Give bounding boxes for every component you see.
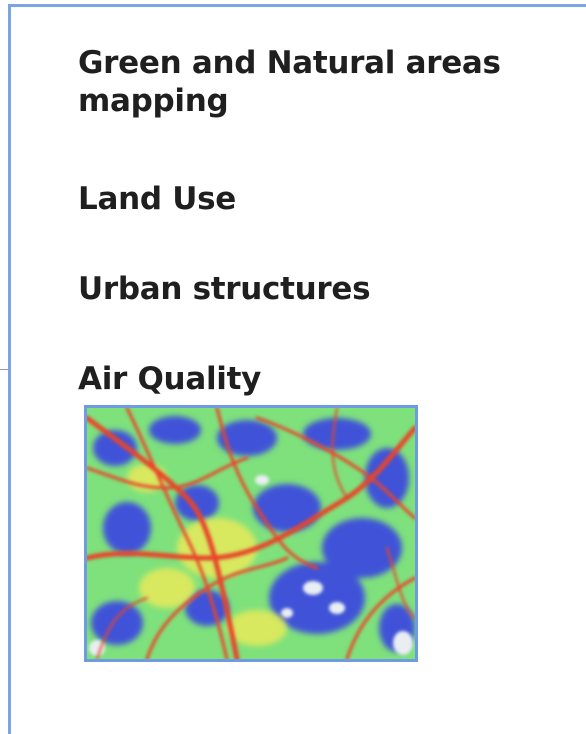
heading-green-natural-areas: Green and Natural areas mapping — [78, 45, 501, 119]
air-quality-map — [84, 405, 418, 662]
air-quality-heatmap-image — [87, 408, 415, 659]
heading-urban-structures: Urban structures — [78, 271, 371, 307]
heading-air-quality: Air Quality — [78, 361, 262, 397]
edge-tick-mark — [0, 369, 9, 370]
heading-land-use: Land Use — [78, 181, 236, 217]
